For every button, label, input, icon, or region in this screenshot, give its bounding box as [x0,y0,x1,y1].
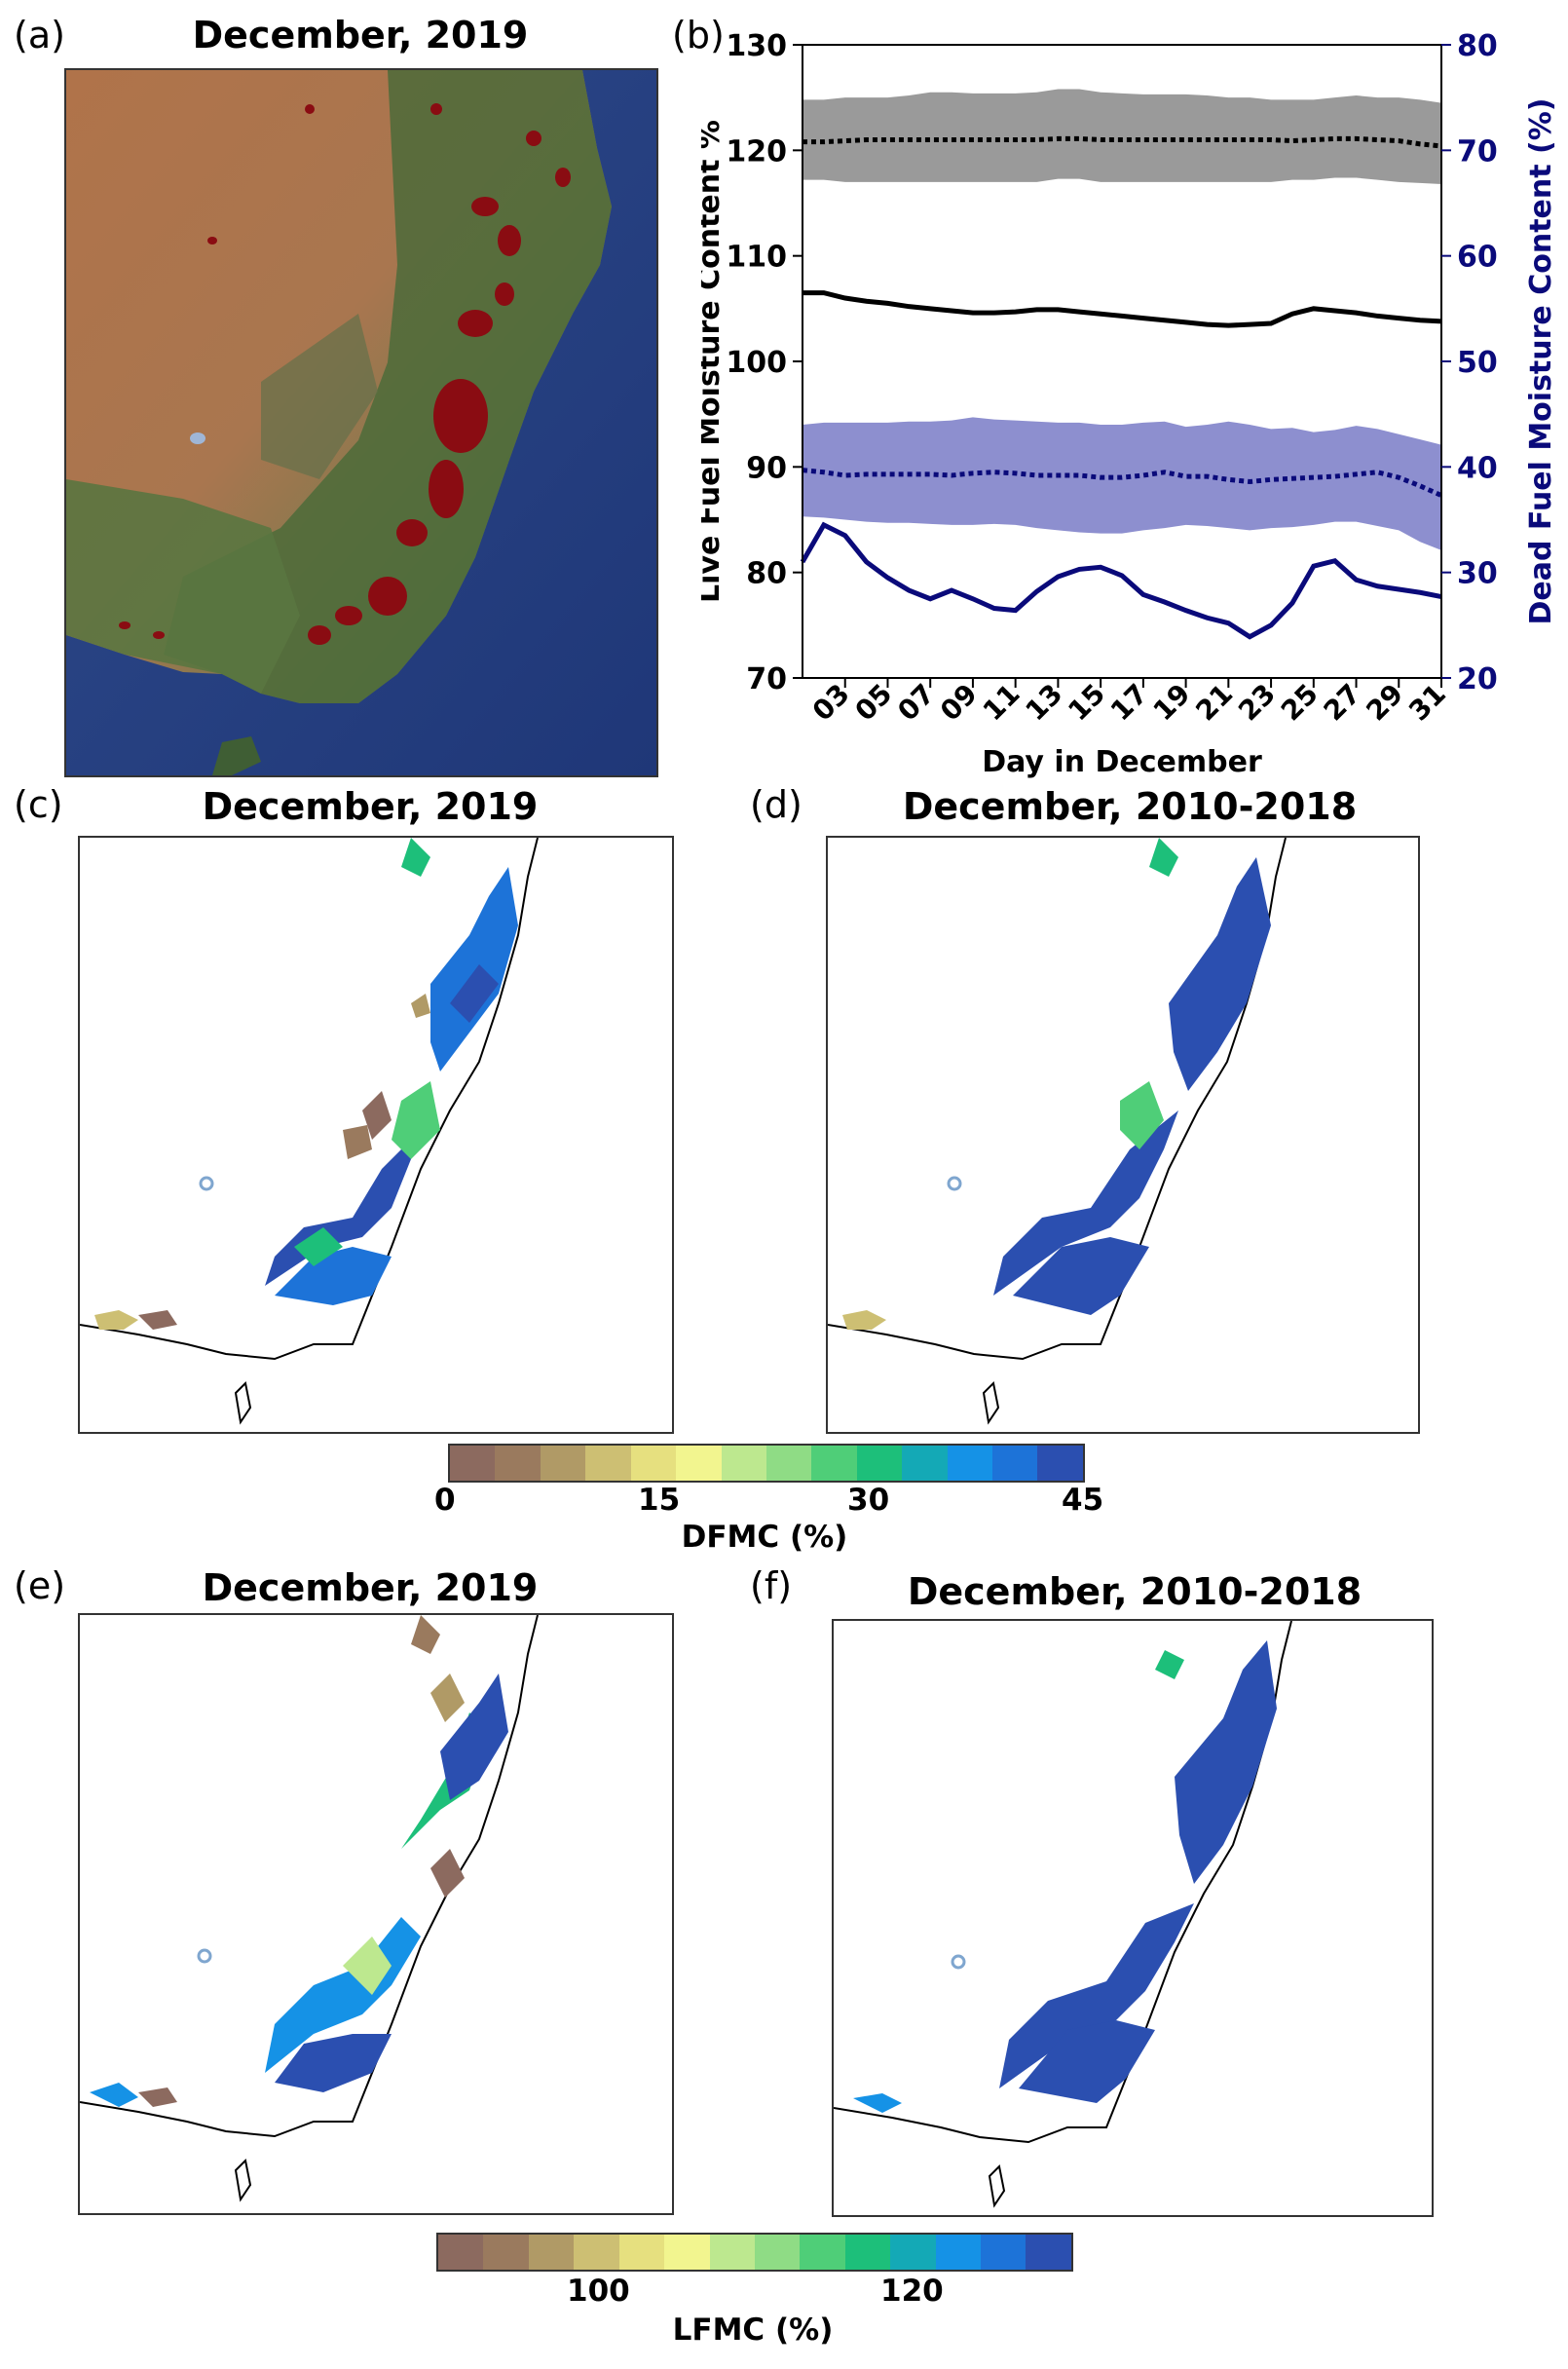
dfmc-swatch-5 [676,1446,722,1481]
x-tick-label: 15 [1062,678,1111,728]
x-tick-label: 21 [1189,678,1239,728]
x-tick-label: 03 [806,678,856,728]
satellite-map [64,68,658,777]
dfmc-swatch-1 [495,1446,541,1481]
left-tick-label: 100 [726,346,787,380]
panel-e-title: December, 2019 [202,1566,539,1609]
panel-label-d: (d) [750,783,803,826]
dfmc-tick-30: 30 [847,1483,890,1518]
lfmc-swatch-3 [574,2235,619,2270]
right-tick-label: 70 [1457,134,1498,169]
lfmc-swatch-8 [800,2235,845,2270]
panel-label-e: (e) [14,1564,66,1607]
right-tick-label: 80 [1457,29,1498,63]
lfmc-tick-100: 100 [567,2274,630,2309]
lfmc-swatch-6 [709,2235,755,2270]
fuel-moisture-chart: 70 80 90 100 110 120 130 20 30 40 50 60 70 80 03 05 07 09… [692,19,1568,779]
x-tick-label: 19 [1147,678,1197,728]
dfmc-swatch-10 [902,1446,948,1481]
dfmc-swatch-13 [1037,1446,1083,1481]
left-tick-label: 130 [726,29,787,63]
lfmc-swatch-2 [528,2235,575,2270]
x-tick-label: 23 [1232,678,1282,728]
x-tick-label: 31 [1402,678,1452,728]
lfmc-swatch-4 [618,2235,665,2270]
panel-label-f: (f) [750,1564,793,1607]
fuel-moisture-chart-svg: 70 80 90 100 110 120 130 20 30 40 50 60 70 80 03050709… [692,29,1558,779]
dfmc-swatch-0 [450,1446,496,1481]
x-axis-label: Day in December [982,745,1262,779]
left-y-axis-label: Live Fuel Moisture Content % [701,120,727,603]
left-tick-label: 80 [746,557,787,591]
right-tick-label: 20 [1457,662,1498,696]
panel-label-c: (c) [14,783,63,826]
dfmc-swatch-4 [630,1446,677,1481]
x-tick-label: 11 [977,678,1027,728]
lfmc-tick-120: 120 [880,2274,944,2309]
x-tick-label: 27 [1318,678,1367,728]
live-fmc-climatology-line [803,135,1442,149]
x-tick-label: 13 [1019,678,1068,728]
dead-fmc-climatology-line [802,468,1443,498]
lfmc-swatch-7 [754,2235,801,2270]
live-fmc-range-band [803,89,1441,184]
panel-label-a: (a) [14,14,65,56]
dfmc-swatch-12 [992,1446,1038,1481]
x-tick-label: 25 [1275,678,1325,728]
dfmc-colorbar-label: DFMC (%) [681,1520,848,1555]
right-y-axis-label: Dead Fuel Moisture Content (%) [1524,97,1558,624]
panel-f-title: December, 2010-2018 [907,1570,1363,1613]
lfmc-swatch-9 [844,2235,891,2270]
dfmc-swatch-8 [811,1446,857,1481]
dead-fmc-2019-line [800,521,1442,640]
x-tick-label: 17 [1104,678,1154,728]
dfmc-swatch-6 [721,1446,766,1481]
lfmc-swatch-12 [981,2235,1027,2270]
lfmc-swatch-1 [483,2235,529,2270]
left-tick-label: 120 [726,134,787,169]
dfmc-tick-0: 0 [434,1483,456,1518]
panel-d-title: December, 2010-2018 [902,785,1358,828]
dfmc-swatch-11 [947,1446,993,1481]
x-tick-label: 09 [934,678,984,728]
right-tick-label: 30 [1457,557,1498,591]
right-tick-label: 40 [1457,451,1498,485]
x-tick-label: 07 [891,678,941,728]
panel-label-b: (b) [672,14,725,56]
lfmc-swatch-0 [438,2235,484,2270]
left-tick-label: 110 [726,241,787,275]
dfmc-map-2010-2018 [826,836,1420,1434]
panel-a-title: December, 2019 [192,14,529,56]
lfmc-colorbar [436,2233,1073,2272]
lfmc-colorbar-label: LFMC (%) [672,2313,834,2348]
dfmc-colorbar [448,1444,1085,1483]
lfmc-swatch-13 [1026,2235,1071,2270]
lfmc-map-2010-2018 [832,1619,1434,2217]
dfmc-tick-45: 45 [1062,1483,1104,1518]
live-fmc-2019-line [803,290,1442,328]
dead-fmc-range-band [803,417,1441,550]
lfmc-swatch-10 [890,2235,936,2270]
dfmc-tick-15: 15 [638,1483,681,1518]
left-tick-label: 90 [746,451,787,485]
right-tick-label: 50 [1457,346,1498,380]
dfmc-swatch-3 [585,1446,631,1481]
lfmc-swatch-11 [935,2235,982,2270]
x-tick-label: 29 [1360,678,1409,728]
lfmc-swatch-5 [664,2235,710,2270]
x-tick-label: 05 [849,678,899,728]
right-tick-label: 60 [1457,241,1498,275]
left-tick-label: 70 [746,662,787,696]
dfmc-map-2019 [78,836,674,1434]
lfmc-map-2019 [78,1613,674,2215]
dfmc-swatch-9 [856,1446,903,1481]
dfmc-swatch-2 [540,1446,586,1481]
dfmc-swatch-7 [765,1446,812,1481]
panel-c-title: December, 2019 [202,785,539,828]
